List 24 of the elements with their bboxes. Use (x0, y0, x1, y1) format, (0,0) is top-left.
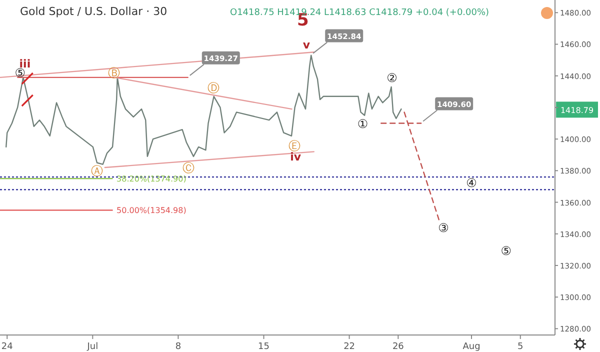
x-tick-label: 5 (518, 342, 524, 352)
annotation: Ⓐ (91, 164, 103, 178)
x-tick-label: Aug (462, 342, 480, 352)
annotation: ④ (466, 176, 477, 190)
x-tick-label: 26 (392, 342, 404, 352)
x-tick-label: 24 (1, 342, 14, 352)
x-tick-label: Jul (86, 342, 98, 352)
annotation: ③ (438, 220, 449, 235)
x-tick-label: 15 (258, 342, 270, 352)
annotation: 50.00%(1354.98) (116, 206, 186, 216)
annotation: 38.20%(1374.90) (116, 174, 186, 184)
text: 1418.79 (560, 106, 594, 116)
annotation: ⑤ (500, 244, 512, 258)
annotation: ① (357, 117, 368, 132)
annotation: Ⓑ (108, 66, 120, 80)
x-tick-label: 22 (344, 342, 356, 352)
annotation: iv (290, 150, 302, 164)
annotation: ② (386, 70, 398, 85)
annotation: Ⓒ (182, 160, 195, 175)
annotation: v (302, 38, 311, 52)
text: Gold Spot / U.S. Dollar · 30 (20, 5, 168, 18)
annotation: Ⓔ (288, 139, 300, 154)
x-tick-label: 8 (175, 342, 182, 352)
annotation: Ⓓ (208, 81, 220, 96)
